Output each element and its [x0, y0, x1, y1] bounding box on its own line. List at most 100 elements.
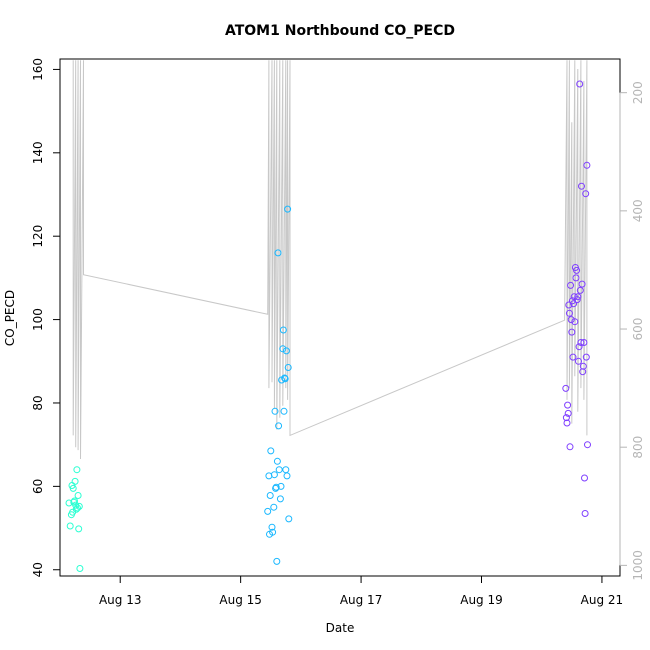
data-point — [573, 296, 581, 304]
data-point — [281, 375, 289, 383]
x-tick-label: Aug 13 — [99, 593, 142, 607]
data-point — [583, 161, 591, 169]
y-tick-label: 120 — [31, 225, 45, 248]
data-point — [74, 492, 82, 499]
x-tick-label: Aug 17 — [340, 593, 383, 607]
data-point — [267, 447, 275, 455]
data-point — [577, 339, 585, 346]
pressure-series — [72, 60, 588, 460]
data-point — [285, 515, 293, 523]
data-point — [70, 498, 78, 506]
right-tick-label: 800 — [631, 436, 645, 459]
y-tick-label: 60 — [31, 479, 45, 494]
y-tick-label: 140 — [31, 141, 45, 164]
data-point — [580, 339, 588, 346]
x-axis: Aug 13 Aug 15 Aug 17 Aug 19 Aug 21 — [99, 575, 624, 607]
pressure-line — [72, 60, 588, 460]
y-tick-label: 80 — [31, 395, 45, 410]
data-point — [66, 522, 74, 530]
data-point — [562, 414, 570, 422]
right-tick-label: 1000 — [631, 550, 645, 581]
data-point — [576, 80, 584, 88]
data-point — [564, 401, 572, 409]
data-point — [76, 565, 84, 572]
data-point — [572, 274, 580, 282]
x-axis-label: Date — [326, 621, 355, 635]
right-tick-label: 200 — [631, 81, 645, 104]
data-point — [282, 347, 290, 355]
data-point — [566, 443, 574, 451]
data-point — [71, 497, 78, 505]
data-point — [567, 281, 575, 289]
data-point — [565, 301, 573, 309]
y-axis: 40 60 80 100 120 140 160 — [31, 58, 61, 577]
data-points — [65, 80, 591, 572]
data-point — [279, 326, 287, 334]
data-point — [274, 249, 282, 257]
data-point — [275, 422, 283, 430]
data-point — [74, 504, 81, 512]
data-point — [280, 407, 288, 415]
data-point — [578, 182, 585, 190]
data-point — [575, 357, 582, 365]
data-point — [562, 384, 570, 392]
plot-frame — [59, 58, 621, 577]
right-tick-label: 600 — [631, 318, 645, 341]
data-point — [282, 466, 290, 474]
data-point — [582, 190, 590, 198]
data-point — [581, 510, 589, 517]
data-point — [270, 471, 278, 479]
data-point — [276, 495, 284, 503]
x-tick-label: Aug 21 — [581, 593, 624, 607]
data-point — [579, 362, 587, 370]
data-point — [578, 280, 586, 288]
data-point — [575, 343, 583, 351]
data-point — [270, 503, 278, 511]
data-point — [279, 345, 287, 353]
data-point — [72, 505, 80, 513]
data-point — [567, 316, 575, 324]
chart-title: ATOM1 Northbound CO_PECD — [225, 23, 455, 39]
data-point — [281, 374, 289, 382]
data-point — [568, 328, 576, 336]
data-point — [582, 353, 590, 361]
data-point — [273, 557, 281, 565]
y-axis-label: CO_PECD — [3, 290, 17, 346]
data-point — [73, 466, 81, 474]
data-point — [581, 474, 588, 482]
data-point — [275, 466, 283, 474]
x-tick-label: Aug 19 — [460, 593, 503, 607]
data-point — [569, 353, 577, 361]
data-point — [565, 309, 573, 317]
x-tick-label: Aug 15 — [219, 593, 262, 607]
data-point — [69, 484, 77, 492]
data-point — [271, 407, 279, 415]
data-point — [579, 368, 587, 376]
data-point — [264, 507, 272, 515]
data-point — [273, 457, 281, 465]
data-point — [563, 419, 571, 427]
data-point — [269, 528, 277, 536]
data-point — [266, 492, 274, 499]
data-point — [268, 523, 276, 531]
data-point — [265, 472, 273, 480]
data-point — [573, 266, 581, 274]
data-point — [75, 525, 83, 533]
data-point — [584, 441, 591, 449]
y-tick-label: 100 — [31, 308, 45, 331]
data-point — [272, 483, 280, 491]
right-axis: 200 400 600 800 1000 — [619, 81, 645, 581]
data-point — [570, 300, 578, 308]
data-point — [277, 482, 285, 490]
data-point — [283, 472, 291, 480]
data-point — [576, 286, 584, 294]
data-point — [571, 318, 579, 326]
data-point — [574, 293, 582, 301]
y-tick-label: 160 — [31, 58, 45, 81]
data-point — [564, 409, 572, 417]
data-point — [71, 477, 79, 485]
data-point — [284, 364, 292, 371]
data-point — [284, 205, 292, 213]
right-tick-label: 400 — [631, 199, 645, 222]
